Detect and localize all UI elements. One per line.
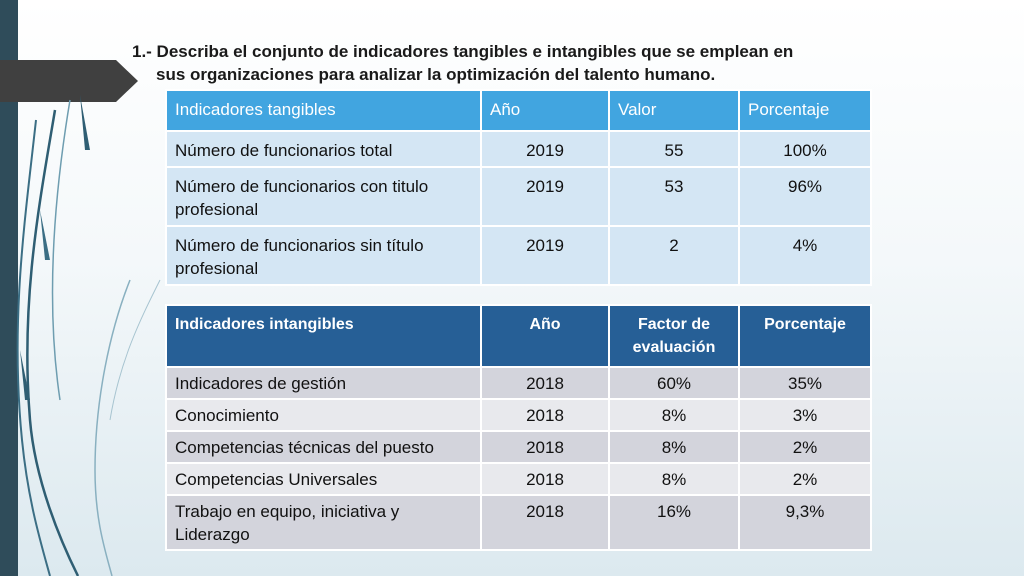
header-porcentaje: Porcentaje	[738, 89, 872, 132]
header-ano: Año	[480, 89, 610, 132]
header-indicadores-tangibles: Indicadores tangibles	[165, 89, 482, 132]
cell-indicator: Número de funcionarios total	[165, 130, 482, 168]
table-row: Indicadores de gestión 2018 60% 35%	[165, 366, 872, 400]
cell-value: 2	[608, 225, 740, 286]
cell-percent: 4%	[738, 225, 872, 286]
cell-year: 2018	[480, 462, 610, 496]
arrow-decoration	[0, 60, 138, 102]
cell-percent: 2%	[738, 430, 872, 464]
cell-value: 53	[608, 166, 740, 227]
table-header-row: Indicadores intangibles Año Factor de ev…	[165, 304, 872, 368]
cell-factor: 16%	[608, 494, 740, 551]
header-porcentaje: Porcentaje	[738, 304, 872, 368]
table-row: Número de funcionarios sin título profes…	[165, 225, 872, 286]
cell-percent: 100%	[738, 130, 872, 168]
table-header-row: Indicadores tangibles Año Valor Porcenta…	[165, 89, 872, 132]
cell-indicator: Conocimiento	[165, 398, 482, 432]
cell-indicator: Indicadores de gestión	[165, 366, 482, 400]
cell-year: 2019	[480, 166, 610, 227]
cell-indicator: Número de funcionarios con titulo profes…	[165, 166, 482, 227]
title-line-1: 1.- Describa el conjunto de indicadores …	[132, 42, 794, 61]
header-factor-evaluacion: Factor de evaluación	[608, 304, 740, 368]
cell-percent: 96%	[738, 166, 872, 227]
cell-indicator: Trabajo en equipo, iniciativa y Liderazg…	[165, 494, 482, 551]
decorative-lines	[16, 95, 161, 576]
cell-value: 55	[608, 130, 740, 168]
cell-year: 2019	[480, 225, 610, 286]
page-title: 1.- Describa el conjunto de indicadores …	[132, 40, 992, 86]
cell-percent: 9,3%	[738, 494, 872, 551]
cell-indicator: Competencias técnicas del puesto	[165, 430, 482, 464]
cell-year: 2018	[480, 430, 610, 464]
left-accent-bar	[0, 0, 18, 576]
intangible-indicators-table: Indicadores intangibles Año Factor de ev…	[165, 304, 872, 551]
cell-indicator: Número de funcionarios sin título profes…	[165, 225, 482, 286]
tangible-indicators-table: Indicadores tangibles Año Valor Porcenta…	[165, 89, 872, 286]
title-line-2: sus organizaciones para analizar la opti…	[156, 65, 716, 84]
cell-year: 2019	[480, 130, 610, 168]
table-row: Competencias Universales 2018 8% 2%	[165, 462, 872, 496]
cell-year: 2018	[480, 398, 610, 432]
cell-percent: 2%	[738, 462, 872, 496]
table-row: Trabajo en equipo, iniciativa y Liderazg…	[165, 494, 872, 551]
cell-factor: 8%	[608, 430, 740, 464]
header-ano: Año	[480, 304, 610, 368]
table-row: Número de funcionarios con titulo profes…	[165, 166, 872, 227]
table-row: Competencias técnicas del puesto 2018 8%…	[165, 430, 872, 464]
header-valor: Valor	[608, 89, 740, 132]
header-indicadores-intangibles: Indicadores intangibles	[165, 304, 482, 368]
cell-factor: 60%	[608, 366, 740, 400]
cell-indicator: Competencias Universales	[165, 462, 482, 496]
cell-year: 2018	[480, 366, 610, 400]
cell-factor: 8%	[608, 462, 740, 496]
table-row: Conocimiento 2018 8% 3%	[165, 398, 872, 432]
table-row: Número de funcionarios total 2019 55 100…	[165, 130, 872, 168]
cell-year: 2018	[480, 494, 610, 551]
cell-factor: 8%	[608, 398, 740, 432]
cell-percent: 35%	[738, 366, 872, 400]
cell-percent: 3%	[738, 398, 872, 432]
